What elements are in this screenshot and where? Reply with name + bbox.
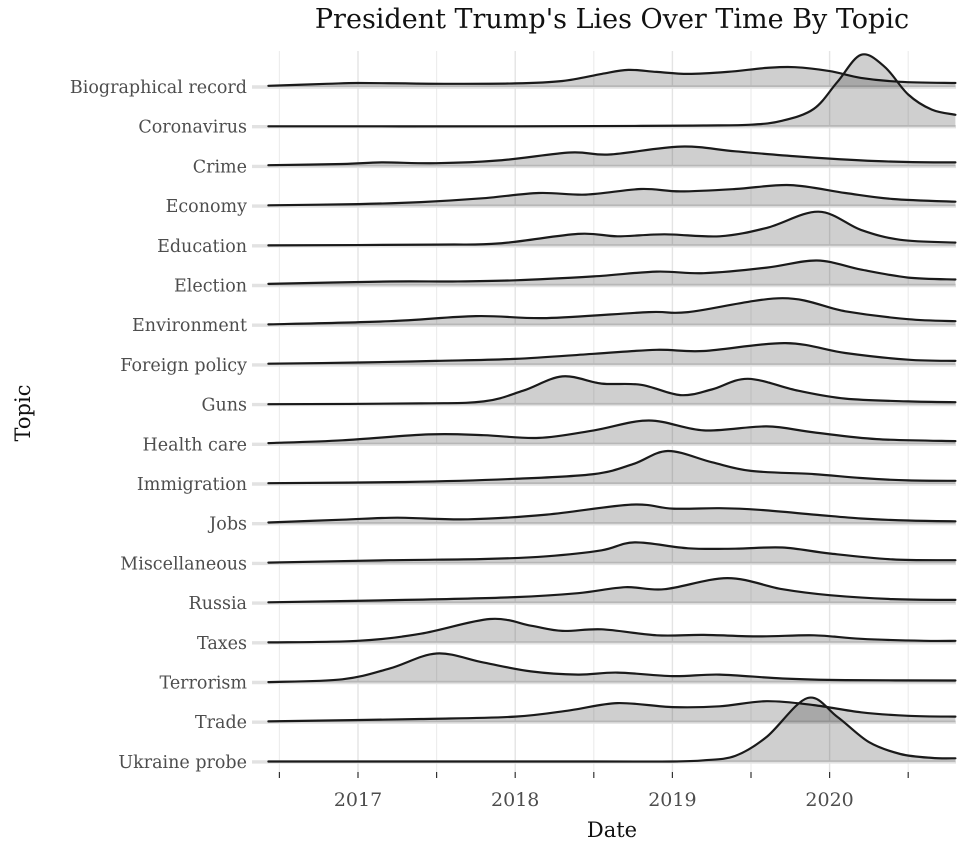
density-curve-terrorism	[267, 652, 957, 684]
density-fill-foreign-policy	[268, 343, 956, 365]
density-curve-crime	[267, 145, 957, 167]
x-tick-label: 2018	[491, 789, 539, 811]
density-curve-education	[267, 210, 957, 247]
density-fill-health-care	[268, 420, 956, 445]
y-tick-label: Election	[174, 277, 247, 297]
density-fill-crime	[268, 146, 956, 167]
density-fill-economy	[268, 185, 956, 207]
density-curve-election	[267, 259, 957, 285]
density-curve-environment	[267, 297, 957, 326]
density-fill-election	[268, 260, 956, 286]
density-fill-terrorism	[268, 653, 956, 683]
y-tick-label: Miscellaneous	[120, 554, 247, 574]
density-fill-jobs	[268, 504, 956, 524]
density-curve-foreign-policy	[267, 341, 957, 365]
y-tick-label: Foreign policy	[120, 356, 247, 376]
x-tick-label: 2020	[805, 789, 853, 811]
y-tick-label: Russia	[189, 594, 247, 614]
y-tick-label: Biographical record	[70, 78, 247, 98]
y-tick-label: Education	[157, 237, 247, 257]
density-fill-immigration	[268, 450, 956, 484]
density-fill-ukraine-probe	[268, 697, 956, 762]
density-curve-russia	[267, 577, 957, 604]
density-fill-russia	[268, 578, 956, 604]
density-fill-trade	[268, 701, 956, 723]
density-curve-ukraine-probe	[267, 696, 957, 763]
density-curve-coronavirus	[267, 53, 957, 128]
chart-title: President Trump's Lies Over Time By Topi…	[314, 4, 910, 35]
y-tick-label: Ukraine probe	[118, 753, 247, 773]
y-tick-label: Immigration	[137, 475, 247, 495]
density-fill-biographical-record	[268, 66, 956, 87]
y-tick-label: Jobs	[207, 515, 247, 535]
y-tick-label: Environment	[132, 316, 247, 336]
density-curve-taxes	[267, 617, 957, 644]
x-tick-label: 2019	[648, 789, 696, 811]
y-axis-title: Topic	[11, 384, 35, 442]
density-curve-health-care	[267, 419, 957, 445]
y-tick-label: Trade	[195, 713, 247, 733]
density-curve-biographical-record	[267, 65, 957, 87]
y-tick-label: Crime	[193, 157, 247, 177]
y-tick-label: Taxes	[197, 634, 247, 654]
density-curve-jobs	[267, 503, 957, 524]
y-tick-label: Terrorism	[160, 674, 248, 694]
density-curve-guns	[267, 375, 957, 406]
y-tick-label: Economy	[166, 197, 248, 217]
x-axis-title: Date	[586, 818, 638, 842]
density-fill-education	[268, 211, 956, 246]
y-tick-label: Coronavirus	[138, 118, 247, 138]
density-curve-trade	[267, 700, 957, 723]
density-curve-economy	[267, 183, 957, 207]
density-curve-immigration	[267, 449, 957, 485]
y-tick-label: Health care	[143, 435, 247, 455]
density-fill-guns	[268, 376, 956, 405]
density-fill-coronavirus	[268, 54, 956, 127]
density-curve-miscellaneous	[267, 541, 957, 564]
x-tick-label: 2017	[334, 789, 382, 811]
y-tick-label: Guns	[201, 396, 247, 416]
